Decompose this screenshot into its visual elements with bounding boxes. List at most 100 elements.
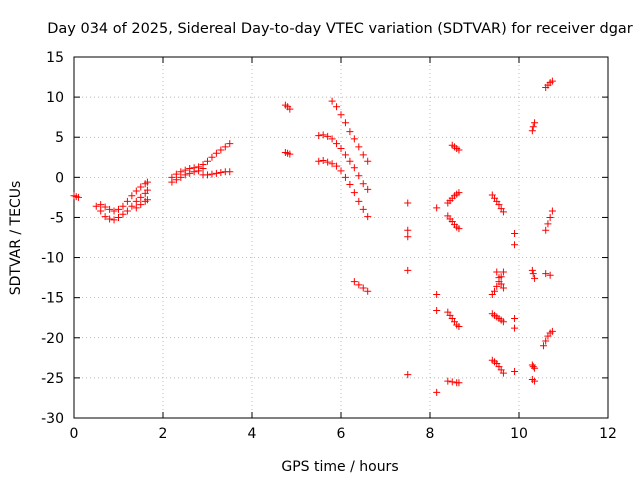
- data-point: [529, 123, 537, 131]
- data-point: [328, 97, 336, 105]
- series-s30: [528, 361, 539, 372]
- series-s13: [315, 156, 372, 221]
- data-point: [328, 160, 336, 168]
- data-point: [548, 77, 556, 85]
- data-point: [346, 181, 354, 189]
- data-point: [128, 192, 136, 200]
- data-point: [346, 128, 354, 136]
- data-point: [97, 207, 105, 215]
- data-point: [350, 164, 358, 172]
- data-point: [359, 284, 367, 292]
- series-s24: [493, 268, 507, 292]
- data-point: [324, 132, 332, 140]
- series-s01: [70, 192, 82, 201]
- data-point: [531, 119, 539, 127]
- data-point: [359, 180, 367, 188]
- data-point: [433, 290, 441, 298]
- data-point: [531, 377, 539, 385]
- series-s09: [281, 101, 294, 113]
- data-point: [511, 315, 519, 323]
- series-s07: [199, 140, 234, 168]
- data-point: [74, 193, 82, 201]
- data-point: [119, 202, 127, 210]
- data-point: [337, 111, 345, 119]
- x-tick-label: 6: [337, 426, 346, 442]
- data-point: [542, 337, 550, 345]
- y-tick-label: -5: [50, 210, 64, 226]
- data-point: [531, 364, 539, 372]
- data-point: [119, 210, 127, 218]
- data-point: [204, 171, 211, 179]
- x-tick-label: 10: [510, 426, 528, 442]
- data-point: [493, 268, 501, 276]
- data-point: [404, 226, 412, 234]
- series-s11: [328, 97, 372, 165]
- series-s33: [542, 207, 556, 234]
- data-point: [341, 151, 349, 159]
- data-point: [328, 135, 336, 143]
- data-point: [528, 127, 536, 135]
- series-s12: [315, 131, 372, 193]
- data-point: [350, 278, 358, 286]
- series-s26: [488, 356, 507, 377]
- data-point: [404, 266, 412, 274]
- series-s27: [511, 229, 519, 375]
- x-tick-label: 12: [599, 426, 617, 442]
- data-point: [404, 233, 412, 241]
- data-point: [217, 146, 225, 154]
- data-point: [355, 197, 363, 205]
- data-point: [101, 213, 109, 221]
- y-tick-label: 5: [55, 130, 64, 146]
- data-point: [455, 323, 463, 331]
- data-point: [315, 157, 323, 165]
- data-point: [208, 170, 216, 178]
- series-s16: [433, 204, 441, 396]
- data-point: [433, 388, 441, 396]
- series-s08: [199, 168, 234, 179]
- series-s10: [281, 148, 294, 158]
- data-points: [70, 77, 556, 396]
- data-point: [97, 201, 105, 209]
- data-point: [101, 203, 109, 211]
- data-point: [531, 274, 539, 282]
- data-point: [286, 105, 294, 113]
- data-point: [404, 371, 412, 379]
- data-point: [546, 271, 554, 279]
- series-s18: [448, 141, 463, 154]
- data-point: [132, 197, 140, 205]
- data-point: [204, 157, 211, 165]
- data-point: [350, 135, 358, 143]
- data-point: [132, 204, 140, 212]
- data-point: [548, 207, 556, 215]
- x-tick-label: 8: [426, 426, 435, 442]
- data-point: [123, 207, 131, 215]
- series-s25: [488, 310, 507, 326]
- data-point: [199, 160, 207, 168]
- data-point: [499, 318, 507, 326]
- axis-ticks: 0 2 4 6 8 10 12 -30 -25 -20 -15 -10 -5 0 5 10 15: [41, 50, 617, 442]
- x-tick-label: 4: [248, 426, 257, 442]
- series-s15: [404, 199, 412, 379]
- data-point: [115, 213, 122, 221]
- data-point: [337, 167, 345, 175]
- series-s03: [97, 178, 151, 215]
- x-axis-label: GPS time / hours: [281, 459, 398, 475]
- data-point: [511, 367, 519, 375]
- data-point: [137, 183, 145, 191]
- data-point: [491, 287, 499, 295]
- series-s35: [539, 327, 556, 350]
- data-point: [92, 202, 100, 210]
- series-s31: [528, 375, 539, 385]
- data-point: [355, 143, 363, 151]
- data-point: [350, 189, 358, 197]
- data-point: [355, 281, 363, 289]
- data-point: [346, 157, 354, 165]
- data-point: [106, 215, 114, 223]
- data-point: [404, 199, 412, 207]
- data-point: [448, 378, 456, 386]
- x-tick-label: 0: [70, 426, 79, 442]
- data-point: [286, 150, 294, 158]
- data-point: [499, 369, 507, 377]
- grid: [74, 57, 608, 418]
